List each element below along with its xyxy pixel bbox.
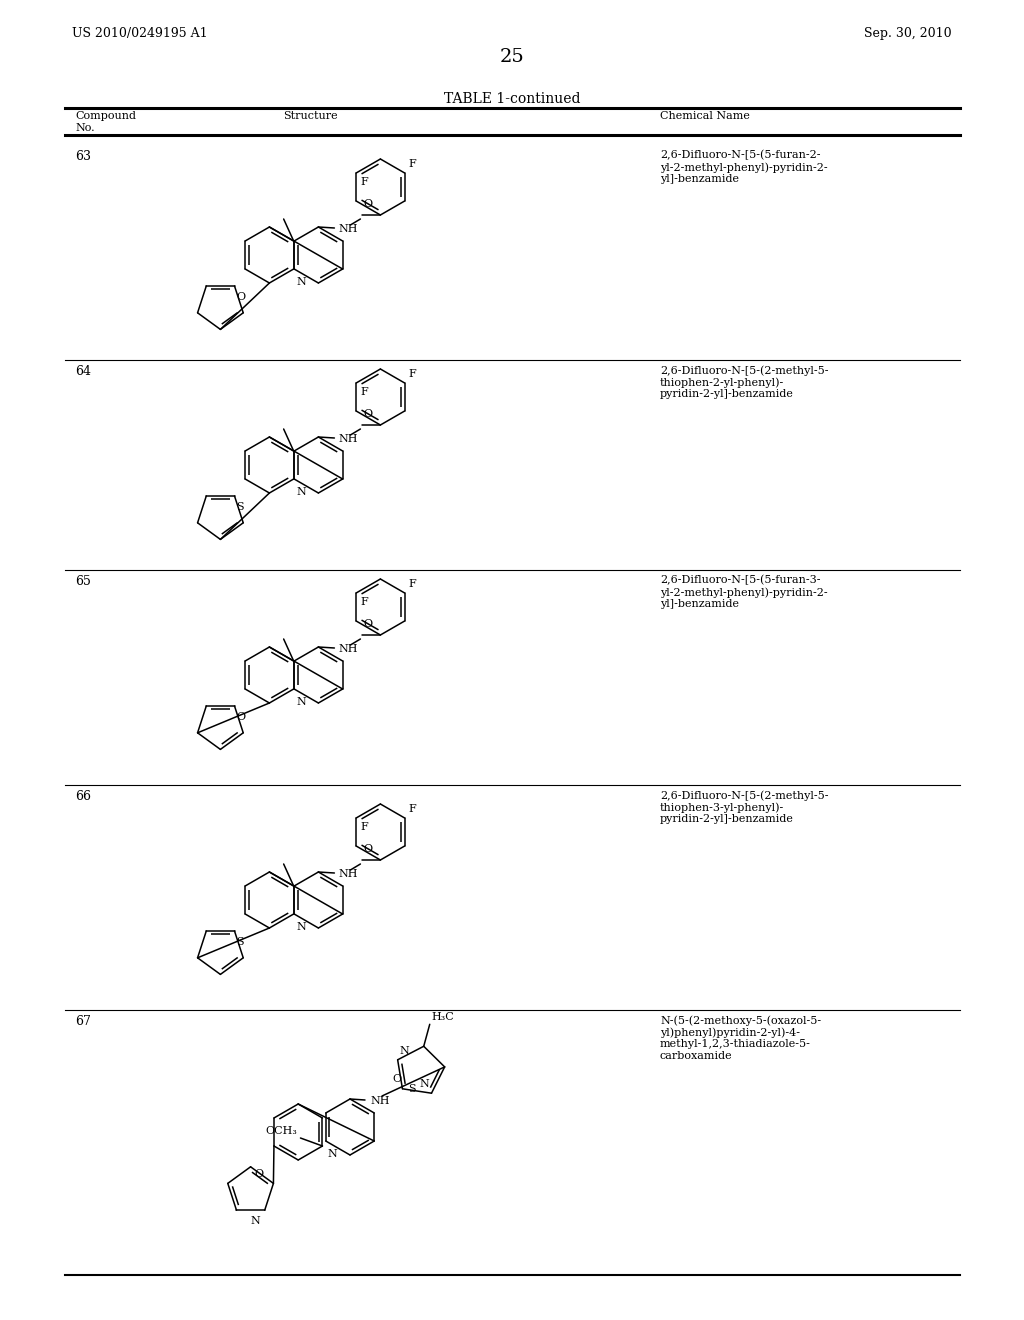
Text: 25: 25 [500,48,524,66]
Text: O: O [237,711,246,722]
Text: Chemical Name: Chemical Name [660,111,750,121]
Text: S: S [237,502,244,512]
Text: N: N [296,277,306,286]
Text: F: F [409,579,417,589]
Text: 64: 64 [75,366,91,378]
Text: NH: NH [338,869,358,879]
Text: 63: 63 [75,150,91,162]
Text: F: F [409,158,417,169]
Text: NH: NH [338,224,358,234]
Text: N: N [399,1045,410,1056]
Text: F: F [409,804,417,814]
Text: N: N [296,487,306,498]
Text: 2,6-Difluoro-N-[5-(2-methyl-5-
thiophen-2-yl-phenyl)-
pyridin-2-yl]-benzamide: 2,6-Difluoro-N-[5-(2-methyl-5- thiophen-… [660,366,828,400]
Text: 65: 65 [75,576,91,587]
Text: 66: 66 [75,789,91,803]
Text: N: N [420,1080,429,1089]
Text: US 2010/0249195 A1: US 2010/0249195 A1 [72,26,208,40]
Text: 2,6-Difluoro-N-[5-(5-furan-2-
yl-2-methyl-phenyl)-pyridin-2-
yl]-benzamide: 2,6-Difluoro-N-[5-(5-furan-2- yl-2-methy… [660,150,827,185]
Text: S: S [237,937,244,946]
Text: 67: 67 [75,1015,91,1028]
Text: NH: NH [370,1096,389,1106]
Text: N-(5-(2-methoxy-5-(oxazol-5-
yl)phenyl)pyridin-2-yl)-4-
methyl-1,2,3-thiadiazole: N-(5-(2-methoxy-5-(oxazol-5- yl)phenyl)p… [660,1015,821,1061]
Text: OCH₃: OCH₃ [265,1126,297,1137]
Text: NH: NH [338,434,358,444]
Text: O: O [364,199,373,209]
Text: O: O [392,1074,401,1084]
Text: H₃C: H₃C [432,1012,455,1022]
Text: O: O [364,409,373,418]
Text: F: F [360,387,368,397]
Text: NH: NH [338,644,358,653]
Text: F: F [409,370,417,379]
Text: S: S [409,1084,416,1094]
Text: N: N [296,697,306,708]
Text: 2,6-Difluoro-N-[5-(5-furan-3-
yl-2-methyl-phenyl)-pyridin-2-
yl]-benzamide: 2,6-Difluoro-N-[5-(5-furan-3- yl-2-methy… [660,576,827,610]
Text: F: F [360,177,368,187]
Text: N: N [296,921,306,932]
Text: O: O [237,292,246,302]
Text: O: O [255,1168,264,1179]
Text: 2,6-Difluoro-N-[5-(2-methyl-5-
thiophen-3-yl-phenyl)-
pyridin-2-yl]-benzamide: 2,6-Difluoro-N-[5-(2-methyl-5- thiophen-… [660,789,828,825]
Text: TABLE 1-continued: TABLE 1-continued [443,92,581,106]
Text: Compound
No.: Compound No. [75,111,136,132]
Text: F: F [360,597,368,607]
Text: Sep. 30, 2010: Sep. 30, 2010 [864,26,952,40]
Text: N: N [251,1216,261,1226]
Text: O: O [364,843,373,854]
Text: O: O [364,619,373,630]
Text: F: F [360,822,368,832]
Text: N: N [328,1148,338,1159]
Text: Structure: Structure [283,111,337,121]
